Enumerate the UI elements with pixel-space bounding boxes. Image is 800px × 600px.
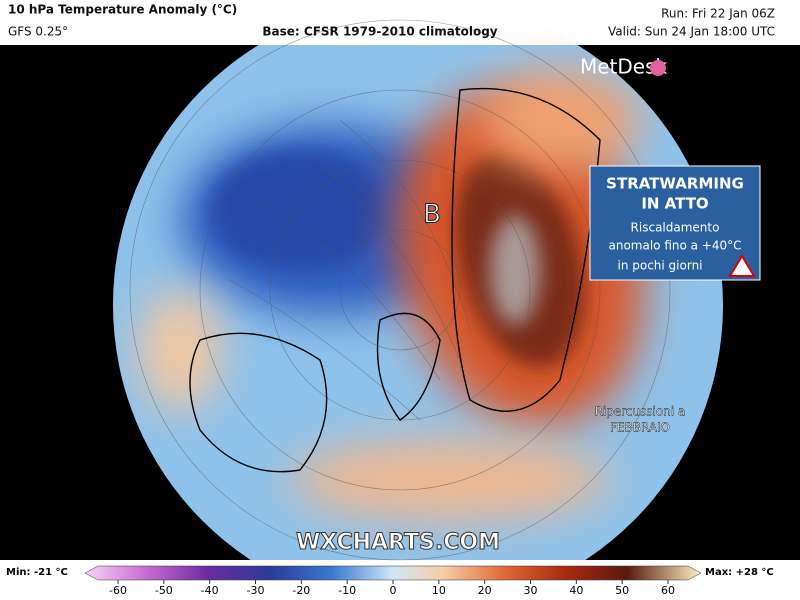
model: GFS 0.25°	[8, 25, 68, 39]
colorbar-tick-label: -30	[247, 584, 265, 597]
colorbar-tick-label: 60	[661, 584, 675, 597]
colorbar-tick-label: 30	[524, 584, 538, 597]
colorbar-tick-label: -10	[338, 584, 356, 597]
warning-icon	[728, 254, 756, 277]
colorbar-min: Min: -21 °C	[6, 567, 68, 578]
base: Base: CFSR 1979-2010 climatology	[262, 25, 497, 39]
colorbar-tick-label: 20	[478, 584, 492, 597]
colorbar-tick-label: -40	[201, 584, 219, 597]
valid: Valid: Sun 24 Jan 18:00 UTC	[608, 25, 775, 39]
logo-icon	[650, 60, 666, 76]
note: FEBBRAIO	[610, 421, 670, 435]
annotation-title: IN ATTO	[641, 195, 708, 213]
colorbar: Min: -21 °C Max: +28 °C -60 -50 -40 -30 -20 -…	[6, 565, 774, 597]
annotation-text: Riscaldamento	[631, 221, 720, 235]
low-marker: B	[423, 200, 441, 230]
title: 10 hPa Temperature Anomaly (°C)	[8, 3, 237, 17]
colorbar-tick-label: -60	[109, 584, 127, 597]
colorbar-tick-label: 50	[615, 584, 629, 597]
colorbar-tick-label: 40	[569, 584, 583, 597]
colorbar-scale	[84, 565, 702, 581]
colorbar-max: Max: +28 °C	[705, 567, 774, 578]
annotation-text: anomalo fino a +40°C	[608, 239, 741, 253]
colorbar-tick-label: 0	[390, 584, 397, 597]
annotation-text: in pochi giorni	[617, 259, 702, 273]
note: Ripercussioni a	[595, 405, 686, 419]
colorbar-tick-label: 10	[432, 584, 446, 597]
run: Run: Fri 22 Jan 06Z	[661, 7, 775, 21]
annotation-box	[589, 165, 761, 281]
annotation-title: STRATWARMING	[606, 175, 744, 193]
colorbar-tick-label: -50	[155, 584, 173, 597]
watermark: WXCHARTS.COM	[296, 530, 500, 555]
globe	[113, 19, 723, 561]
colorbar-tick-label: -20	[292, 584, 310, 597]
